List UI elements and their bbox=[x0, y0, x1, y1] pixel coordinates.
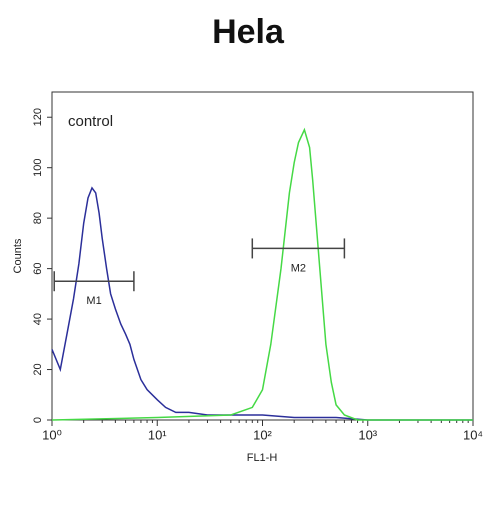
histogram-line bbox=[51, 127, 473, 421]
y-tick-label: 100 bbox=[32, 159, 44, 177]
plot-frame bbox=[51, 91, 474, 421]
x-axis-label: FL1-H bbox=[247, 452, 278, 464]
x-tick-label: 10³ bbox=[358, 427, 377, 442]
y-tick-label: 20 bbox=[32, 363, 44, 375]
x-tick-label: 10⁰ bbox=[42, 427, 62, 442]
y-axis-label: Counts bbox=[12, 238, 24, 273]
gate-label: M2 bbox=[291, 262, 306, 274]
y-tick-label: 40 bbox=[32, 313, 44, 325]
gate-label: M1 bbox=[86, 295, 101, 307]
x-tick-label: 10² bbox=[253, 427, 272, 442]
y-tick-label: 120 bbox=[32, 108, 44, 126]
histogram-line bbox=[51, 186, 473, 421]
annotation: control bbox=[68, 113, 113, 130]
y-tick-label: 80 bbox=[32, 212, 44, 224]
y-tick-label: 0 bbox=[32, 417, 44, 423]
chart-title: Hela bbox=[212, 13, 285, 51]
x-tick-label: 10¹ bbox=[148, 427, 167, 442]
y-tick-label: 60 bbox=[32, 262, 44, 274]
x-tick-label: 10⁴ bbox=[463, 427, 483, 442]
